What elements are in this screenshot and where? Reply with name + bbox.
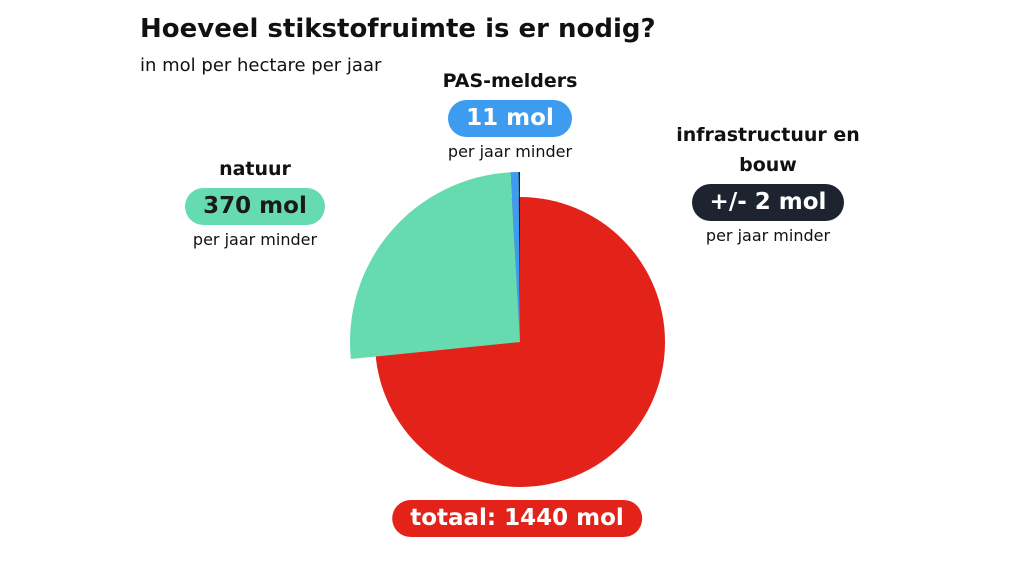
value-label: 370 mol	[185, 188, 325, 225]
category-label: PAS-melders	[442, 70, 578, 92]
value-label: +/- 2 mol	[691, 184, 845, 221]
value-label: 11 mol	[448, 100, 572, 137]
category-label: natuur	[219, 158, 291, 180]
pie-slice	[349, 172, 520, 360]
note-label: per jaar minder	[705, 226, 831, 245]
slice-label: PAS-melders 11 mol per jaar minder	[400, 66, 620, 163]
note-label: per jaar minder	[447, 142, 573, 161]
note-label: per jaar minder	[192, 230, 318, 249]
chart-subtitle: in mol per hectare per jaar	[140, 55, 382, 76]
total-label: totaal: 1440 mol	[392, 500, 642, 537]
slice-label: infrastructuur en bouw +/- 2 mol per jaar …	[673, 120, 863, 247]
chart-title: Hoeveel stikstofruimte is er nodig?	[140, 14, 656, 44]
pie-slice	[510, 172, 520, 342]
category-label: infrastructuur en bouw	[676, 124, 860, 176]
slice-label: natuur 370 mol per jaar minder	[145, 154, 365, 251]
pie-slice	[518, 172, 520, 342]
